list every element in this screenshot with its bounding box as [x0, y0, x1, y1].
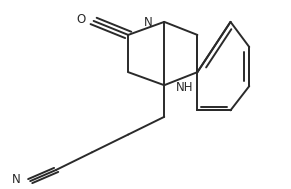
Text: O: O — [76, 13, 85, 26]
Text: NH: NH — [176, 81, 194, 94]
Text: N: N — [11, 173, 20, 186]
Text: N: N — [144, 16, 153, 29]
